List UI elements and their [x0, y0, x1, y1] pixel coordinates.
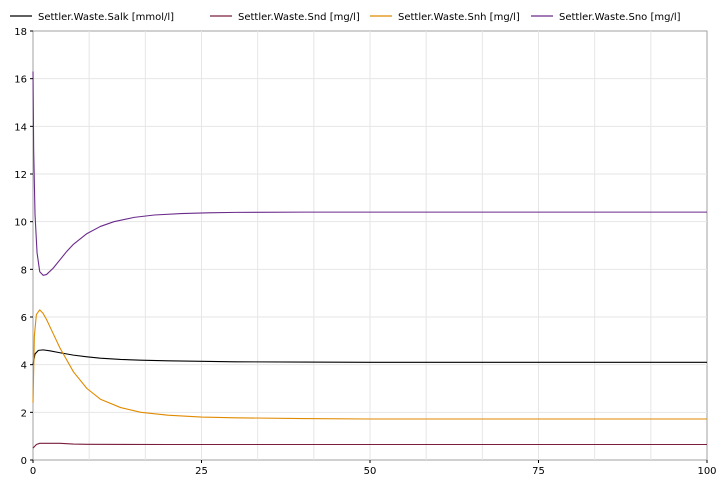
y-tick-label: 4 [21, 361, 27, 372]
legend-label: Settler.Waste.Sno [mg/l] [559, 12, 681, 23]
x-tick-label: 25 [195, 466, 208, 477]
x-tick-label: 100 [697, 466, 716, 477]
y-tick-label: 2 [21, 408, 27, 419]
y-tick-label: 0 [21, 456, 27, 467]
y-tick-label: 16 [14, 75, 27, 86]
series-line-4 [32, 71, 707, 276]
grid [33, 31, 707, 460]
y-tick-label: 18 [14, 27, 27, 38]
y-tick-label: 6 [21, 313, 27, 324]
legend-label: Settler.Waste.Salk [mmol/l] [38, 12, 174, 23]
legend-label: Settler.Waste.Snd [mg/l] [238, 12, 360, 23]
x-tick-label: 50 [364, 466, 377, 477]
legend-label: Settler.Waste.Snh [mg/l] [398, 12, 520, 23]
legend: Settler.Waste.Salk [mmol/l] Settler.Waste… [10, 12, 681, 23]
series-line-3 [32, 309, 707, 420]
x-axis: 0 25 50 75 100 [30, 460, 717, 477]
y-tick-label: 8 [21, 265, 27, 276]
y-tick-label: 12 [14, 170, 27, 181]
y-tick-label: 14 [14, 122, 27, 133]
series-layer [32, 71, 707, 449]
x-tick-label: 0 [30, 466, 36, 477]
y-axis: 0 2 4 6 8 10 12 14 16 18 [14, 27, 33, 467]
x-tick-label: 75 [532, 466, 545, 477]
y-tick-label: 10 [14, 218, 27, 229]
series-line-1 [32, 349, 707, 365]
series-line-2 [32, 442, 707, 449]
